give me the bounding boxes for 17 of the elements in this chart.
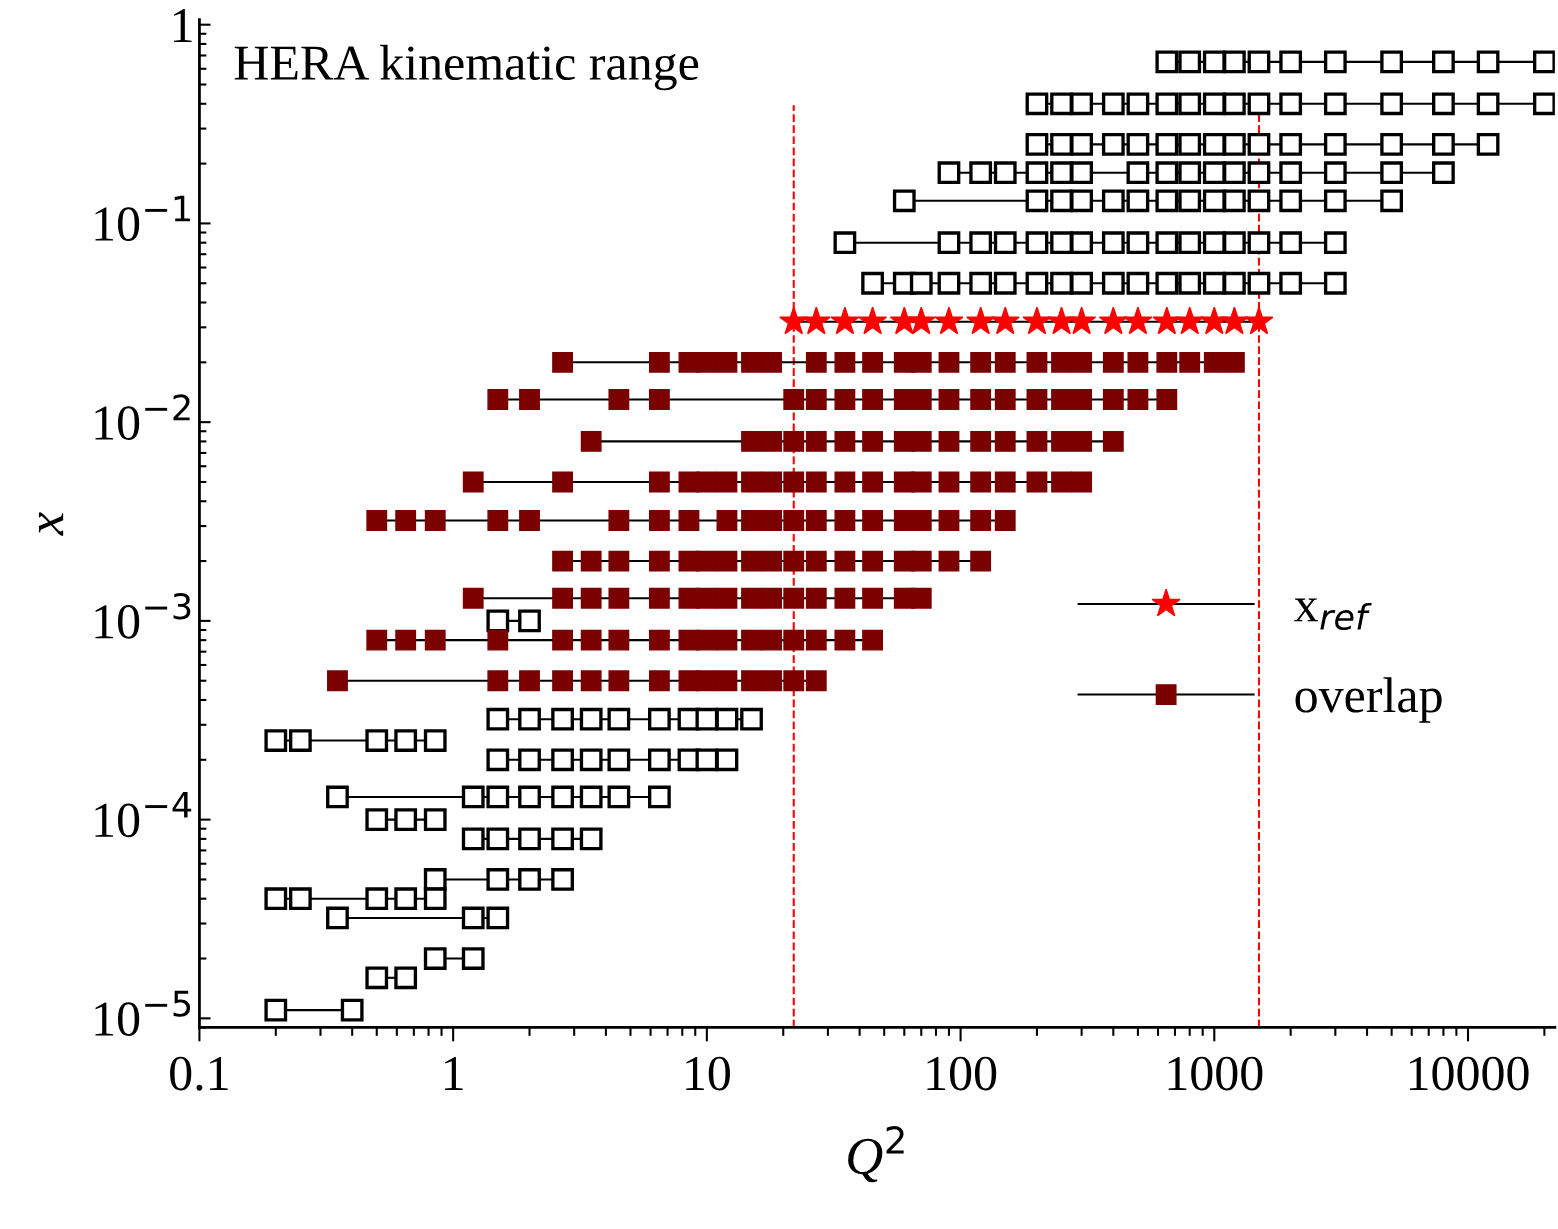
y-tick-label: 10$^{−4}$ xyxy=(95,792,192,838)
x-tick-label: 100 xyxy=(927,1056,997,1091)
x-axis-title: Q$^{2}$ xyxy=(848,1126,904,1183)
x-tick-label: 10 xyxy=(686,1056,730,1091)
y-tick-label: 10$^{−2}$ xyxy=(95,394,190,440)
x-tick-label: 0.1 xyxy=(170,1056,228,1091)
y-tick-label: 1 xyxy=(173,9,192,43)
chart-title: HERA kinematic range xyxy=(234,44,699,91)
legend-label: overlap xyxy=(1295,677,1442,723)
y-tick-label: 10$^{−5}$ xyxy=(95,990,191,1036)
y-tick-label: 10$^{−3}$ xyxy=(95,593,191,639)
x-tick-label: 10000 xyxy=(1409,1056,1529,1091)
y-axis-title: x xyxy=(38,512,64,536)
y-tick-label: 10$^{−1}$ xyxy=(95,195,190,241)
x-tick-label: 1 xyxy=(445,1056,463,1090)
legend-label: x$_{ref}$ xyxy=(1294,598,1372,631)
x-tick-label: 1000 xyxy=(1168,1056,1263,1091)
